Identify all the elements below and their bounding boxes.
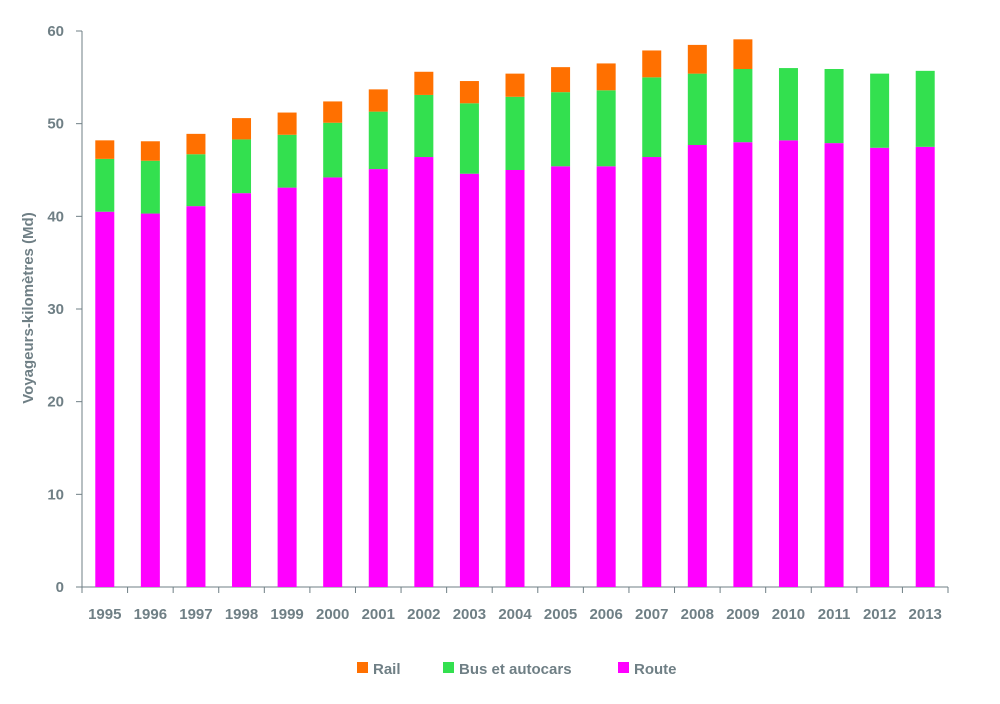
- legend-swatch-route: [618, 662, 629, 673]
- bar-rail-2005: [551, 67, 571, 93]
- bar-rail-1995: [95, 140, 115, 159]
- bar-rail-1997: [186, 133, 206, 155]
- y-axis: 0 10 20 30 40 50 60: [47, 23, 83, 596]
- x-tick-label: 1996: [134, 606, 167, 623]
- legend-label: Rail: [373, 661, 401, 678]
- y-tick-label: 50: [47, 116, 64, 133]
- bar-bus-et-autocars-2005: [551, 92, 571, 167]
- bar-route-2010: [778, 140, 798, 587]
- bar-route-1998: [232, 193, 252, 587]
- y-tick-label: 10: [47, 486, 64, 503]
- bar-rail-2006: [596, 63, 616, 91]
- bar-rail-1999: [277, 112, 297, 135]
- bar-rail-2002: [414, 71, 434, 95]
- bar-route-2005: [551, 166, 571, 587]
- legend-swatch-rail: [357, 662, 368, 673]
- x-tick-label: 2011: [818, 606, 851, 623]
- bar-route-2006: [596, 166, 616, 587]
- bar-route-1995: [95, 211, 115, 587]
- x-tick-label: 2007: [635, 606, 668, 623]
- bar-bus-et-autocars-1996: [140, 160, 160, 214]
- bars: [95, 39, 935, 588]
- bar-route-1999: [277, 187, 297, 587]
- y-tick-label: 20: [47, 394, 64, 411]
- x-axis: 1995 1996 1997 1998 1999 2000 2001 2002 2003 2004…: [81, 586, 949, 623]
- bar-bus-et-autocars-2009: [733, 68, 753, 143]
- x-tick-label: 2004: [498, 606, 532, 623]
- y-tick-label: 0: [56, 579, 64, 596]
- bar-bus-et-autocars-2001: [368, 111, 388, 170]
- x-tick-label: 1999: [270, 606, 303, 623]
- legend-label: Route: [634, 661, 677, 678]
- x-tick-label: 2005: [544, 606, 577, 623]
- bar-route-2002: [414, 157, 434, 587]
- x-tick-label: 2001: [362, 606, 395, 623]
- bar-route-2011: [824, 143, 844, 588]
- x-tick-label: 2010: [772, 606, 805, 623]
- legend: Rail Bus et autocars Route: [357, 661, 677, 678]
- bar-rail-2009: [733, 39, 753, 69]
- legend-swatch-bus-et-autocars: [443, 662, 454, 673]
- bar-bus-et-autocars-2010: [778, 68, 798, 141]
- bar-bus-et-autocars-2000: [323, 122, 343, 178]
- bar-route-2000: [323, 177, 343, 587]
- bar-route-2013: [915, 146, 935, 588]
- bar-bus-et-autocars-1999: [277, 134, 297, 188]
- x-tick-label: 1995: [88, 606, 121, 623]
- x-tick-label: 2009: [726, 606, 759, 623]
- x-tick-label: 1997: [179, 606, 212, 623]
- bar-rail-1998: [232, 118, 252, 140]
- x-tick-label: 2008: [681, 606, 714, 623]
- bar-route-2004: [505, 170, 525, 587]
- bar-rail-2008: [687, 44, 707, 74]
- bar-route-2009: [733, 142, 753, 587]
- bar-bus-et-autocars-2004: [505, 96, 525, 170]
- y-tick-label: 40: [47, 208, 64, 225]
- x-tick-label: 2013: [909, 606, 942, 623]
- y-axis-label: Voyageurs-kilomètres (Md): [20, 212, 37, 403]
- bar-rail-2007: [642, 50, 662, 78]
- bar-bus-et-autocars-2013: [915, 70, 935, 147]
- bar-route-1997: [186, 206, 206, 587]
- bar-rail-2003: [459, 81, 479, 104]
- bar-rail-2004: [505, 73, 525, 97]
- bar-route-2008: [687, 144, 707, 588]
- bar-bus-et-autocars-2007: [642, 77, 662, 158]
- bar-bus-et-autocars-2012: [870, 73, 890, 148]
- y-tick-label: 60: [47, 23, 64, 40]
- bar-bus-et-autocars-1997: [186, 154, 206, 207]
- x-tick-label: 2000: [316, 606, 349, 623]
- y-tick-label: 30: [47, 301, 64, 318]
- bar-bus-et-autocars-1998: [232, 139, 252, 194]
- legend-label: Bus et autocars: [459, 661, 572, 678]
- bar-rail-2000: [323, 101, 343, 123]
- bar-bus-et-autocars-2008: [687, 73, 707, 145]
- bar-route-2001: [368, 169, 388, 587]
- bar-bus-et-autocars-2011: [824, 68, 844, 144]
- bar-route-1996: [140, 213, 160, 587]
- bar-bus-et-autocars-2003: [459, 103, 479, 174]
- x-tick-label: 1998: [225, 606, 258, 623]
- x-tick-label: 2003: [453, 606, 486, 623]
- bar-route-2012: [870, 147, 890, 587]
- bar-route-2007: [642, 157, 662, 587]
- x-tick-label: 2002: [407, 606, 440, 623]
- x-tick-label: 2012: [863, 606, 896, 623]
- bar-bus-et-autocars-2002: [414, 94, 434, 158]
- bar-bus-et-autocars-2006: [596, 90, 616, 167]
- bar-rail-1996: [140, 141, 160, 161]
- bar-rail-2001: [368, 89, 388, 112]
- bar-route-2003: [459, 173, 479, 587]
- bar-bus-et-autocars-1995: [95, 158, 115, 212]
- x-tick-label: 2006: [589, 606, 622, 623]
